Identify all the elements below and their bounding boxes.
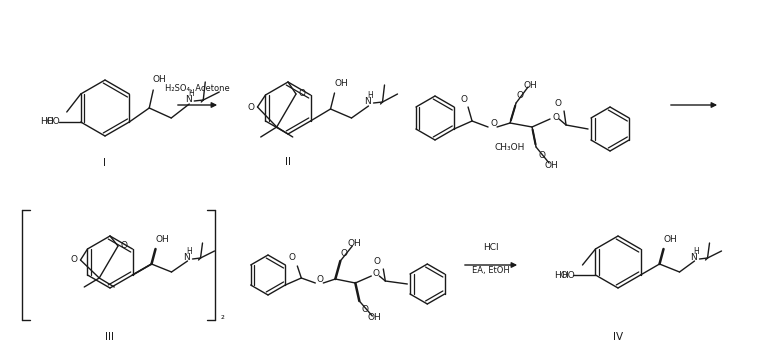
Text: O: O bbox=[461, 94, 468, 104]
Text: O: O bbox=[539, 151, 546, 160]
Text: III: III bbox=[105, 332, 115, 342]
Text: H: H bbox=[187, 248, 192, 257]
Text: H: H bbox=[188, 89, 194, 98]
Text: H: H bbox=[694, 248, 700, 257]
Text: N: N bbox=[690, 253, 697, 261]
Text: OH: OH bbox=[152, 76, 166, 84]
Text: O: O bbox=[373, 269, 380, 278]
Text: O: O bbox=[120, 241, 127, 251]
Text: O: O bbox=[555, 98, 562, 108]
Text: ₂: ₂ bbox=[221, 311, 225, 321]
Text: O: O bbox=[362, 304, 369, 313]
Text: OH: OH bbox=[334, 79, 348, 88]
Text: CH₃OH: CH₃OH bbox=[495, 143, 525, 152]
Text: H₂SO₄, Acetone: H₂SO₄, Acetone bbox=[165, 84, 230, 93]
Text: HO: HO bbox=[555, 270, 569, 279]
Text: OH: OH bbox=[523, 80, 537, 89]
Text: OH: OH bbox=[664, 236, 677, 244]
Text: HO: HO bbox=[40, 118, 54, 126]
Text: IV: IV bbox=[613, 332, 623, 342]
Text: H: H bbox=[368, 92, 373, 101]
Text: N: N bbox=[185, 94, 191, 104]
Text: O: O bbox=[552, 113, 559, 122]
Text: O: O bbox=[289, 253, 296, 262]
Text: N: N bbox=[183, 253, 190, 261]
Text: O: O bbox=[248, 102, 255, 111]
Text: OH: OH bbox=[367, 313, 381, 323]
Text: II: II bbox=[285, 157, 291, 167]
Text: O: O bbox=[516, 90, 523, 100]
Text: OH: OH bbox=[348, 240, 361, 248]
Text: EA, EtOH: EA, EtOH bbox=[473, 265, 510, 274]
Text: OH: OH bbox=[544, 160, 558, 169]
Text: N: N bbox=[364, 97, 371, 105]
Text: I: I bbox=[104, 158, 106, 168]
Text: O: O bbox=[317, 275, 324, 285]
Text: HO: HO bbox=[562, 270, 576, 279]
Text: OH: OH bbox=[155, 236, 169, 244]
Text: O: O bbox=[374, 257, 381, 265]
Text: HO: HO bbox=[46, 118, 59, 126]
Text: HCl: HCl bbox=[483, 244, 499, 253]
Text: O: O bbox=[490, 118, 497, 127]
Text: O: O bbox=[71, 256, 78, 265]
Text: O: O bbox=[298, 89, 305, 98]
Text: O: O bbox=[341, 248, 348, 257]
